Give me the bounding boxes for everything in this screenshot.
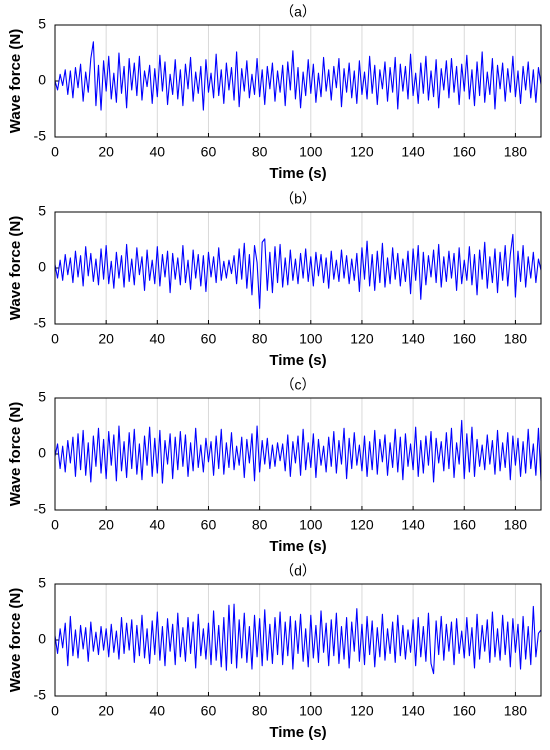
y-tick-label: 0 [38, 259, 46, 275]
panel-title: （d） [280, 563, 316, 579]
x-tick-label: 160 [453, 331, 477, 347]
x-tick-label: 180 [504, 331, 528, 347]
wave-line [54, 419, 542, 484]
x-tick-label: 120 [350, 517, 374, 533]
wave-line [54, 41, 542, 111]
y-tick-label: -5 [34, 315, 47, 331]
x-tick-label: 80 [252, 331, 268, 347]
x-tick-label: 20 [98, 331, 114, 347]
x-tick-label: 20 [98, 703, 114, 719]
x-tick-label: 40 [150, 517, 166, 533]
panel-title: （c） [281, 377, 316, 393]
x-tick-label: 120 [350, 703, 374, 719]
y-tick-label: -5 [34, 687, 47, 703]
x-tick-label: 60 [201, 331, 217, 347]
x-tick-label: 100 [299, 703, 323, 719]
x-tick-label: 100 [299, 331, 323, 347]
y-tick-label: 5 [38, 389, 46, 405]
y-tick-label: 0 [38, 445, 46, 461]
x-tick-label: 100 [299, 517, 323, 533]
x-tick-label: 0 [51, 144, 59, 160]
x-tick-label: 20 [98, 144, 114, 160]
x-tick-label: 120 [350, 331, 374, 347]
x-tick-label: 180 [504, 144, 528, 160]
x-axis-label: Time (s) [269, 165, 326, 182]
y-axis-label: Wave force (N) [7, 402, 24, 506]
y-axis-label: Wave force (N) [7, 216, 24, 320]
x-tick-label: 60 [201, 703, 217, 719]
x-tick-label: 160 [453, 517, 477, 533]
x-tick-label: 140 [401, 703, 425, 719]
x-tick-label: 80 [252, 517, 268, 533]
y-tick-label: -5 [34, 501, 47, 517]
y-tick-label: 5 [38, 16, 46, 32]
x-tick-label: 60 [201, 517, 217, 533]
y-axis-label: Wave force (N) [7, 588, 24, 692]
x-tick-label: 80 [252, 144, 268, 160]
plot-frame [54, 397, 542, 511]
x-axis-label: Time (s) [269, 724, 326, 741]
x-tick-label: 100 [299, 144, 323, 160]
x-tick-label: 0 [51, 331, 59, 347]
y-tick-label: 5 [38, 575, 46, 591]
y-axis-label: Wave force (N) [7, 29, 24, 133]
x-tick-label: 60 [201, 144, 217, 160]
x-tick-label: 140 [401, 144, 425, 160]
x-tick-label: 120 [350, 144, 374, 160]
x-axis-label: Time (s) [269, 538, 326, 555]
x-tick-label: 20 [98, 517, 114, 533]
x-tick-label: 180 [504, 517, 528, 533]
y-tick-label: 5 [38, 203, 46, 219]
x-tick-label: 40 [150, 331, 166, 347]
wave-line [54, 603, 542, 675]
y-tick-label: 0 [38, 72, 46, 88]
x-tick-label: 140 [401, 331, 425, 347]
panel-title: （a） [280, 4, 316, 20]
y-tick-label: 0 [38, 631, 46, 647]
x-tick-label: 160 [453, 144, 477, 160]
y-tick-label: -5 [34, 128, 47, 144]
x-tick-label: 140 [401, 517, 425, 533]
x-tick-label: 40 [150, 144, 166, 160]
x-tick-label: 0 [51, 703, 59, 719]
x-tick-label: 0 [51, 517, 59, 533]
plot-frame [54, 24, 542, 138]
x-tick-label: 160 [453, 703, 477, 719]
wave-line [54, 233, 542, 309]
plot-frame [54, 583, 542, 697]
plot-frame [54, 211, 542, 325]
x-axis-label: Time (s) [269, 352, 326, 369]
x-tick-label: 180 [504, 703, 528, 719]
x-tick-label: 80 [252, 703, 268, 719]
x-tick-label: 40 [150, 703, 166, 719]
panel-title: （b） [280, 191, 316, 207]
